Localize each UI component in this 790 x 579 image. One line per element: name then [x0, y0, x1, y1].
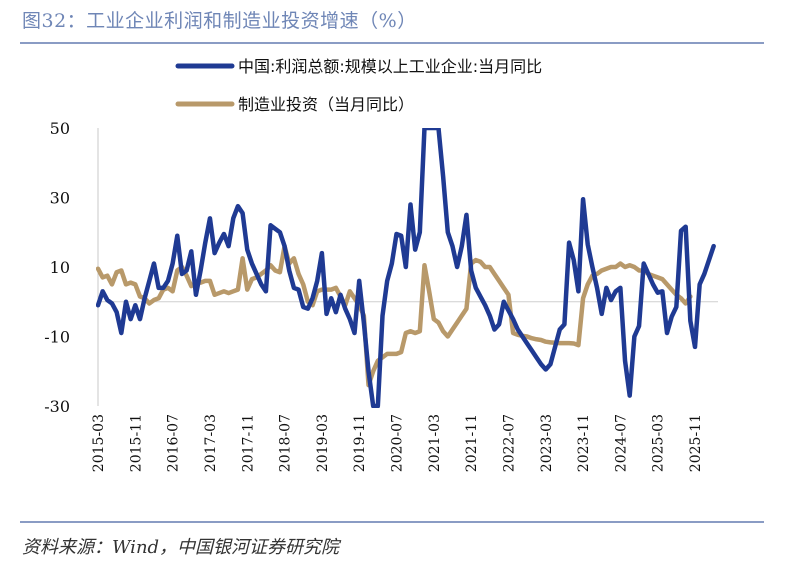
x-tick-label: 2019-11: [352, 414, 368, 472]
x-tick-label: 2024-07: [613, 414, 629, 472]
y-tick-label: -30: [44, 397, 70, 416]
y-tick-label: 50: [50, 119, 70, 138]
x-tick-label: 2018-07: [278, 414, 294, 472]
x-tick-label: 2021-11: [464, 414, 480, 472]
x-tick-label: 2023-03: [539, 414, 555, 472]
source-note: 资料来源：Wind，中国银河证券研究院: [22, 537, 340, 558]
y-tick-label: 10: [50, 258, 70, 277]
y-tick-label: -10: [44, 328, 70, 347]
y-axis: 50 30 10 -10 -30: [44, 119, 99, 416]
title-divider: [20, 42, 764, 44]
x-tick-label: 2020-07: [390, 414, 406, 472]
x-tick-label: 2015-11: [128, 414, 144, 472]
series-line-0: [96, 128, 716, 408]
x-tick-label: 2025-11: [688, 414, 704, 472]
x-tick-label: 2019-03: [315, 414, 331, 472]
x-tick-label: 2017-11: [240, 414, 256, 472]
series-group: [96, 128, 716, 408]
x-tick-label: 2022-07: [501, 414, 517, 472]
footer-divider: [20, 521, 764, 523]
figure-title: 图32：工业企业利润和制造业投资增速（%）: [22, 10, 417, 32]
legend-label-0: 中国:利润总额:规模以上工业企业:当月同比: [238, 57, 542, 76]
legend-label-1: 制造业投资（当月同比）: [238, 95, 414, 114]
x-tick-label: 2023-11: [576, 414, 592, 472]
x-tick-label: 2021-03: [427, 414, 443, 472]
x-tick-label: 2015-03: [91, 414, 107, 472]
y-tick-label: 30: [50, 189, 70, 208]
x-tick-label: 2016-07: [166, 414, 182, 472]
x-tick-label: 2025-03: [651, 414, 667, 472]
x-axis: 2015-03 2015-11 2016-07 2017-03 2017-11 2018-…: [91, 301, 718, 472]
x-tick-label: 2017-03: [203, 414, 219, 472]
